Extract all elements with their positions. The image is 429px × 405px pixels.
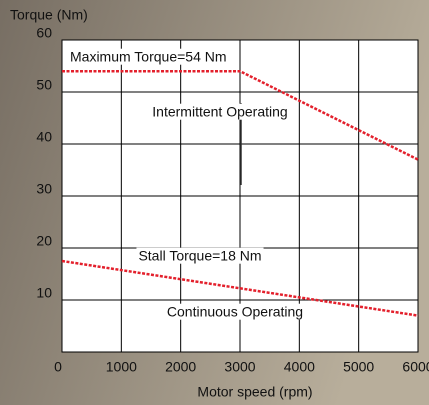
x-tick-label: 2000: [165, 359, 196, 375]
x-tick-label: 5000: [343, 359, 374, 375]
x-axis-label: Motor speed (rpm): [197, 384, 312, 400]
y-tick-label: 10: [36, 285, 52, 301]
x-tick-label: 3000: [224, 359, 255, 375]
annotation-background: [150, 103, 290, 120]
annotation-background: [164, 303, 306, 320]
y-tick-label: 60: [36, 25, 52, 41]
y-tick-label: 50: [36, 77, 52, 93]
annotation: Intermittent Operating: [152, 104, 287, 120]
x-tick-label: 4000: [284, 359, 315, 375]
torque-line: [61, 259, 419, 317]
y-tick-label: 40: [36, 129, 52, 145]
annotation-background: [136, 247, 264, 264]
y-tick-label: 20: [36, 233, 52, 249]
x-tick-label: 6000: [402, 359, 429, 375]
annotation-background: [68, 48, 229, 65]
y-tick-label: 30: [36, 181, 52, 197]
annotation: Maximum Torque=54 Nm: [70, 49, 227, 65]
y-axis-label: Torque (Nm): [10, 7, 88, 23]
torque-line: [62, 69, 419, 161]
annotation: Continuous Operating: [167, 304, 303, 320]
x-tick-label: 1000: [106, 359, 137, 375]
annotation: Stall Torque=18 Nm: [138, 248, 261, 264]
x-tick-label: 0: [54, 359, 62, 375]
